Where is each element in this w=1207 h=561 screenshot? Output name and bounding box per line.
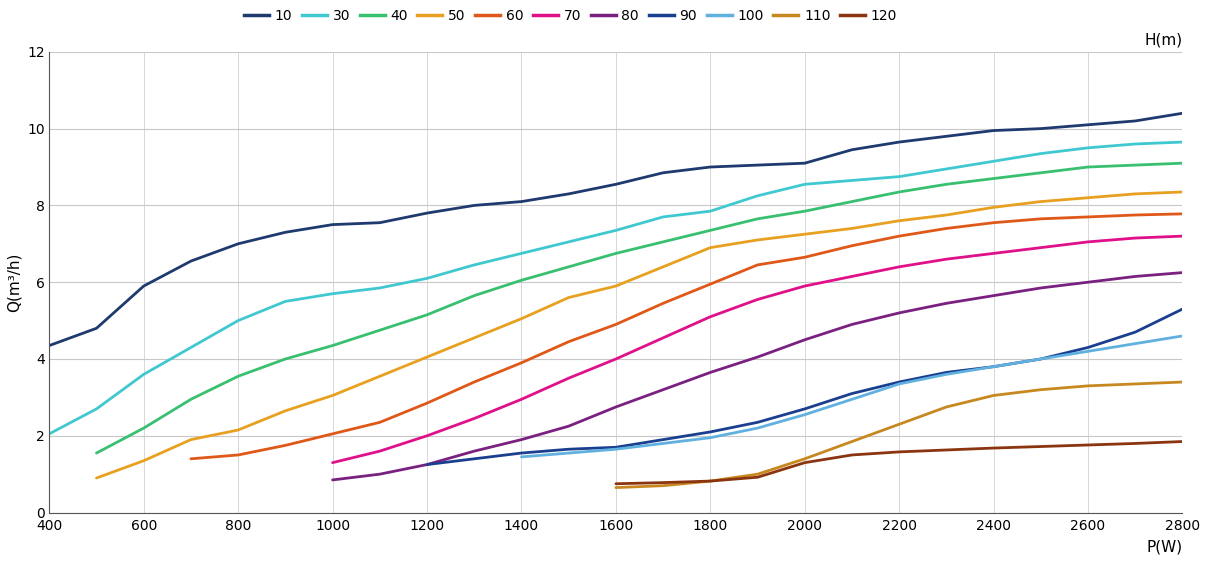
Legend: 10, 30, 40, 50, 60, 70, 80, 90, 100, 110, 120: 10, 30, 40, 50, 60, 70, 80, 90, 100, 110… [239, 3, 903, 29]
X-axis label: P(W): P(W) [1147, 539, 1183, 554]
Y-axis label: Q(m³/h): Q(m³/h) [7, 252, 22, 312]
Text: H(m): H(m) [1144, 32, 1183, 47]
